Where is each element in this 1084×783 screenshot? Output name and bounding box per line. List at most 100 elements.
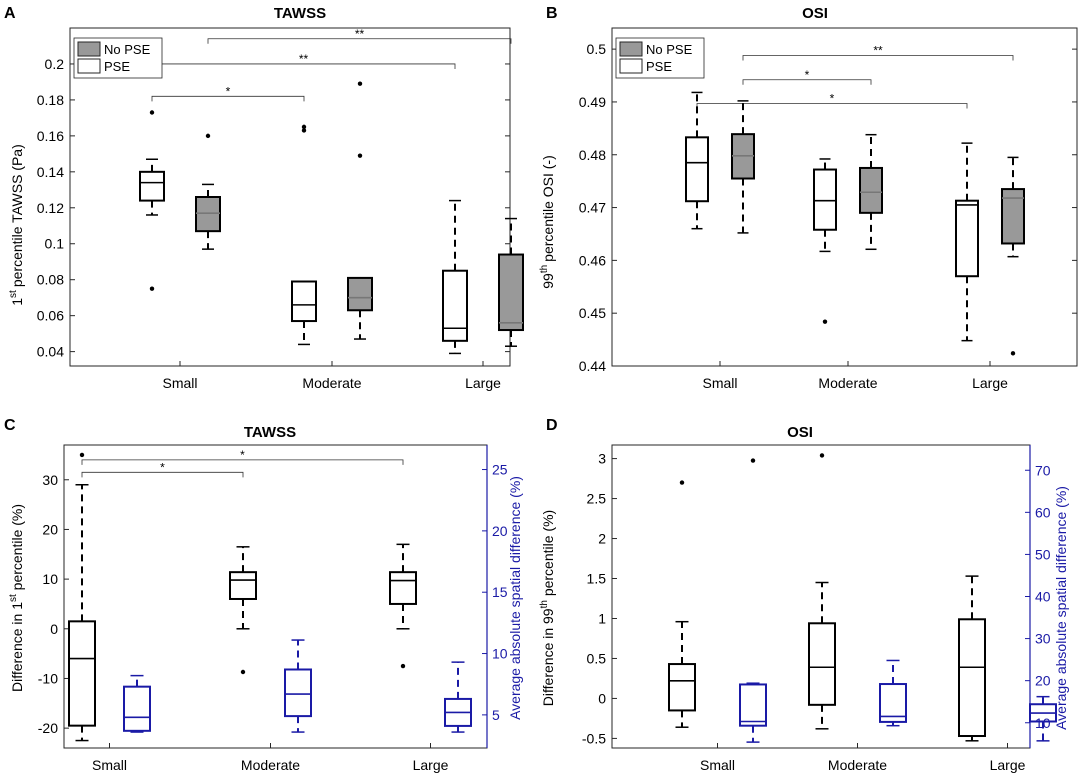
outlier-point bbox=[357, 81, 363, 86]
x-tick-label: Small bbox=[700, 757, 735, 773]
y-tick-label: 1 bbox=[598, 610, 606, 626]
plot-frame bbox=[63, 444, 488, 749]
y-tick-label: 30 bbox=[42, 472, 58, 488]
significance-bracket bbox=[207, 38, 512, 44]
panel-a-ylabel: 1st percentile TAWSS (Pa) bbox=[8, 144, 25, 305]
panel-d-ylabel: Difference in 99th percentile (%) bbox=[539, 510, 556, 706]
y-tick-label: -20 bbox=[38, 720, 58, 736]
x-tick-label: Moderate bbox=[828, 757, 887, 773]
box-pse bbox=[139, 170, 165, 202]
panel-c-ylabel-text: Difference in 1 bbox=[9, 602, 25, 692]
panel-d-ylabel-suffix: percentile (%) bbox=[540, 510, 556, 600]
y-right-tick-label: 40 bbox=[1035, 589, 1051, 605]
y-tick-label: 0.12 bbox=[37, 200, 64, 216]
y-tick-label: 0.18 bbox=[37, 92, 64, 108]
panel-d-ylabel-right-text: Average absolute spatial difference (%) bbox=[1053, 486, 1069, 730]
legend-swatch bbox=[619, 58, 643, 74]
svg-text:Difference in 99th percentile: Difference in 99th percentile (%) bbox=[539, 510, 556, 706]
x-tick-label: Large bbox=[972, 375, 1008, 391]
box-difference bbox=[668, 663, 696, 712]
y-right-tick-label: 30 bbox=[1035, 631, 1051, 647]
y-tick-label: 0 bbox=[598, 690, 606, 706]
significance-label: * bbox=[160, 460, 165, 474]
panel-c-ylabel-suffix: percentile (%) bbox=[9, 504, 25, 594]
outlier-point bbox=[679, 480, 685, 485]
outlier-point bbox=[819, 453, 825, 458]
y-right-tick-label: 20 bbox=[1035, 673, 1051, 689]
plot-frame bbox=[69, 27, 511, 367]
y-right-tick-label: 10 bbox=[492, 646, 508, 662]
significance-label: ** bbox=[299, 52, 309, 66]
box-spatial bbox=[739, 683, 767, 727]
panel-c-ylabel-right: Average absolute spatial difference (%) bbox=[507, 476, 523, 720]
panel-d-ylabel-text: Difference in 99 bbox=[540, 608, 556, 706]
y-tick-label: 0.44 bbox=[579, 358, 606, 374]
outlier-point bbox=[400, 663, 406, 669]
y-tick-label: 0 bbox=[50, 621, 58, 637]
panel-b-ylabel: 99th percentile OSI (-) bbox=[539, 155, 556, 289]
y-tick-label: 2.5 bbox=[587, 491, 607, 507]
legend-swatch bbox=[77, 41, 101, 57]
x-tick-label: Moderate bbox=[241, 757, 300, 773]
y-right-tick-label: 5 bbox=[492, 707, 500, 723]
y-tick-label: 0.1 bbox=[45, 236, 65, 252]
y-tick-label: 0.5 bbox=[587, 41, 607, 57]
box-difference bbox=[68, 620, 96, 727]
box-difference bbox=[808, 622, 836, 706]
outlier-point bbox=[301, 128, 307, 133]
outlier-point bbox=[357, 153, 363, 158]
box-difference bbox=[389, 571, 417, 605]
box-spatial bbox=[879, 683, 907, 723]
panel-c-ylabel: Difference in 1st percentile (%) bbox=[8, 504, 25, 692]
y-tick-label: 10 bbox=[42, 571, 58, 587]
panel-b-ylabel-prefix: 99 bbox=[540, 273, 556, 289]
panel-a-title: TAWSS bbox=[274, 5, 326, 22]
y-tick-label: 0.2 bbox=[45, 56, 65, 72]
y-right-tick-label: 25 bbox=[492, 462, 508, 478]
panel-b-title: OSI bbox=[802, 5, 828, 22]
x-tick-label: Small bbox=[702, 375, 737, 391]
x-tick-label: Large bbox=[413, 757, 449, 773]
panel-label-c: C bbox=[4, 417, 16, 434]
significance-bracket bbox=[742, 79, 872, 85]
box-difference bbox=[229, 571, 257, 600]
outlier-point bbox=[301, 124, 307, 130]
x-tick-label: Moderate bbox=[818, 375, 877, 391]
panel-label-b: B bbox=[546, 5, 558, 22]
legend-label: PSE bbox=[646, 59, 672, 74]
y-tick-label: 3 bbox=[598, 451, 606, 467]
y-tick-label: 0.46 bbox=[579, 252, 606, 268]
y-tick-label: 1.5 bbox=[587, 571, 607, 587]
y-tick-label: 0.49 bbox=[579, 94, 606, 110]
svg-text:Difference in 1st percentile (: Difference in 1st percentile (%) bbox=[8, 504, 25, 692]
panel-d-ylabel-sup: th bbox=[539, 600, 550, 608]
y-tick-label: 0.08 bbox=[37, 272, 64, 288]
significance-bracket bbox=[696, 103, 968, 109]
panel-c-ylabel-sup: st bbox=[8, 594, 19, 602]
x-tick-label: Small bbox=[162, 375, 197, 391]
x-tick-label: Large bbox=[465, 375, 501, 391]
significance-label: * bbox=[240, 448, 245, 462]
significance-label: * bbox=[226, 84, 231, 98]
box-pse bbox=[955, 199, 979, 278]
outlier-point bbox=[149, 110, 155, 115]
panel-a-ylabel-sup: st bbox=[8, 290, 19, 298]
chart-b: 0.44 0.45 0.46 0.47 0.48 0.49 0.5 Small Moderate… bbox=[579, 27, 1078, 391]
panel-label-a: A bbox=[4, 5, 16, 22]
box-no-pse bbox=[498, 253, 524, 332]
box-pse bbox=[685, 136, 709, 203]
legend-label: No PSE bbox=[646, 42, 693, 57]
box-spatial bbox=[123, 685, 151, 732]
panel-d-title: OSI bbox=[787, 424, 813, 441]
box-pse bbox=[291, 280, 317, 323]
x-tick-label: Moderate bbox=[302, 375, 361, 391]
box-difference bbox=[958, 618, 986, 738]
outlier-point bbox=[750, 458, 756, 463]
plot-layer: 0.04 0.06 0.08 0.1 0.12 0.14 0.16 0.18 0.2 Small M… bbox=[37, 27, 1078, 773]
outlier-point bbox=[149, 286, 155, 291]
panel-b-ylabel-sup: th bbox=[539, 265, 550, 273]
significance-bracket bbox=[81, 471, 244, 478]
y-right-tick-label: 70 bbox=[1035, 462, 1051, 478]
box-no-pse bbox=[859, 166, 883, 214]
